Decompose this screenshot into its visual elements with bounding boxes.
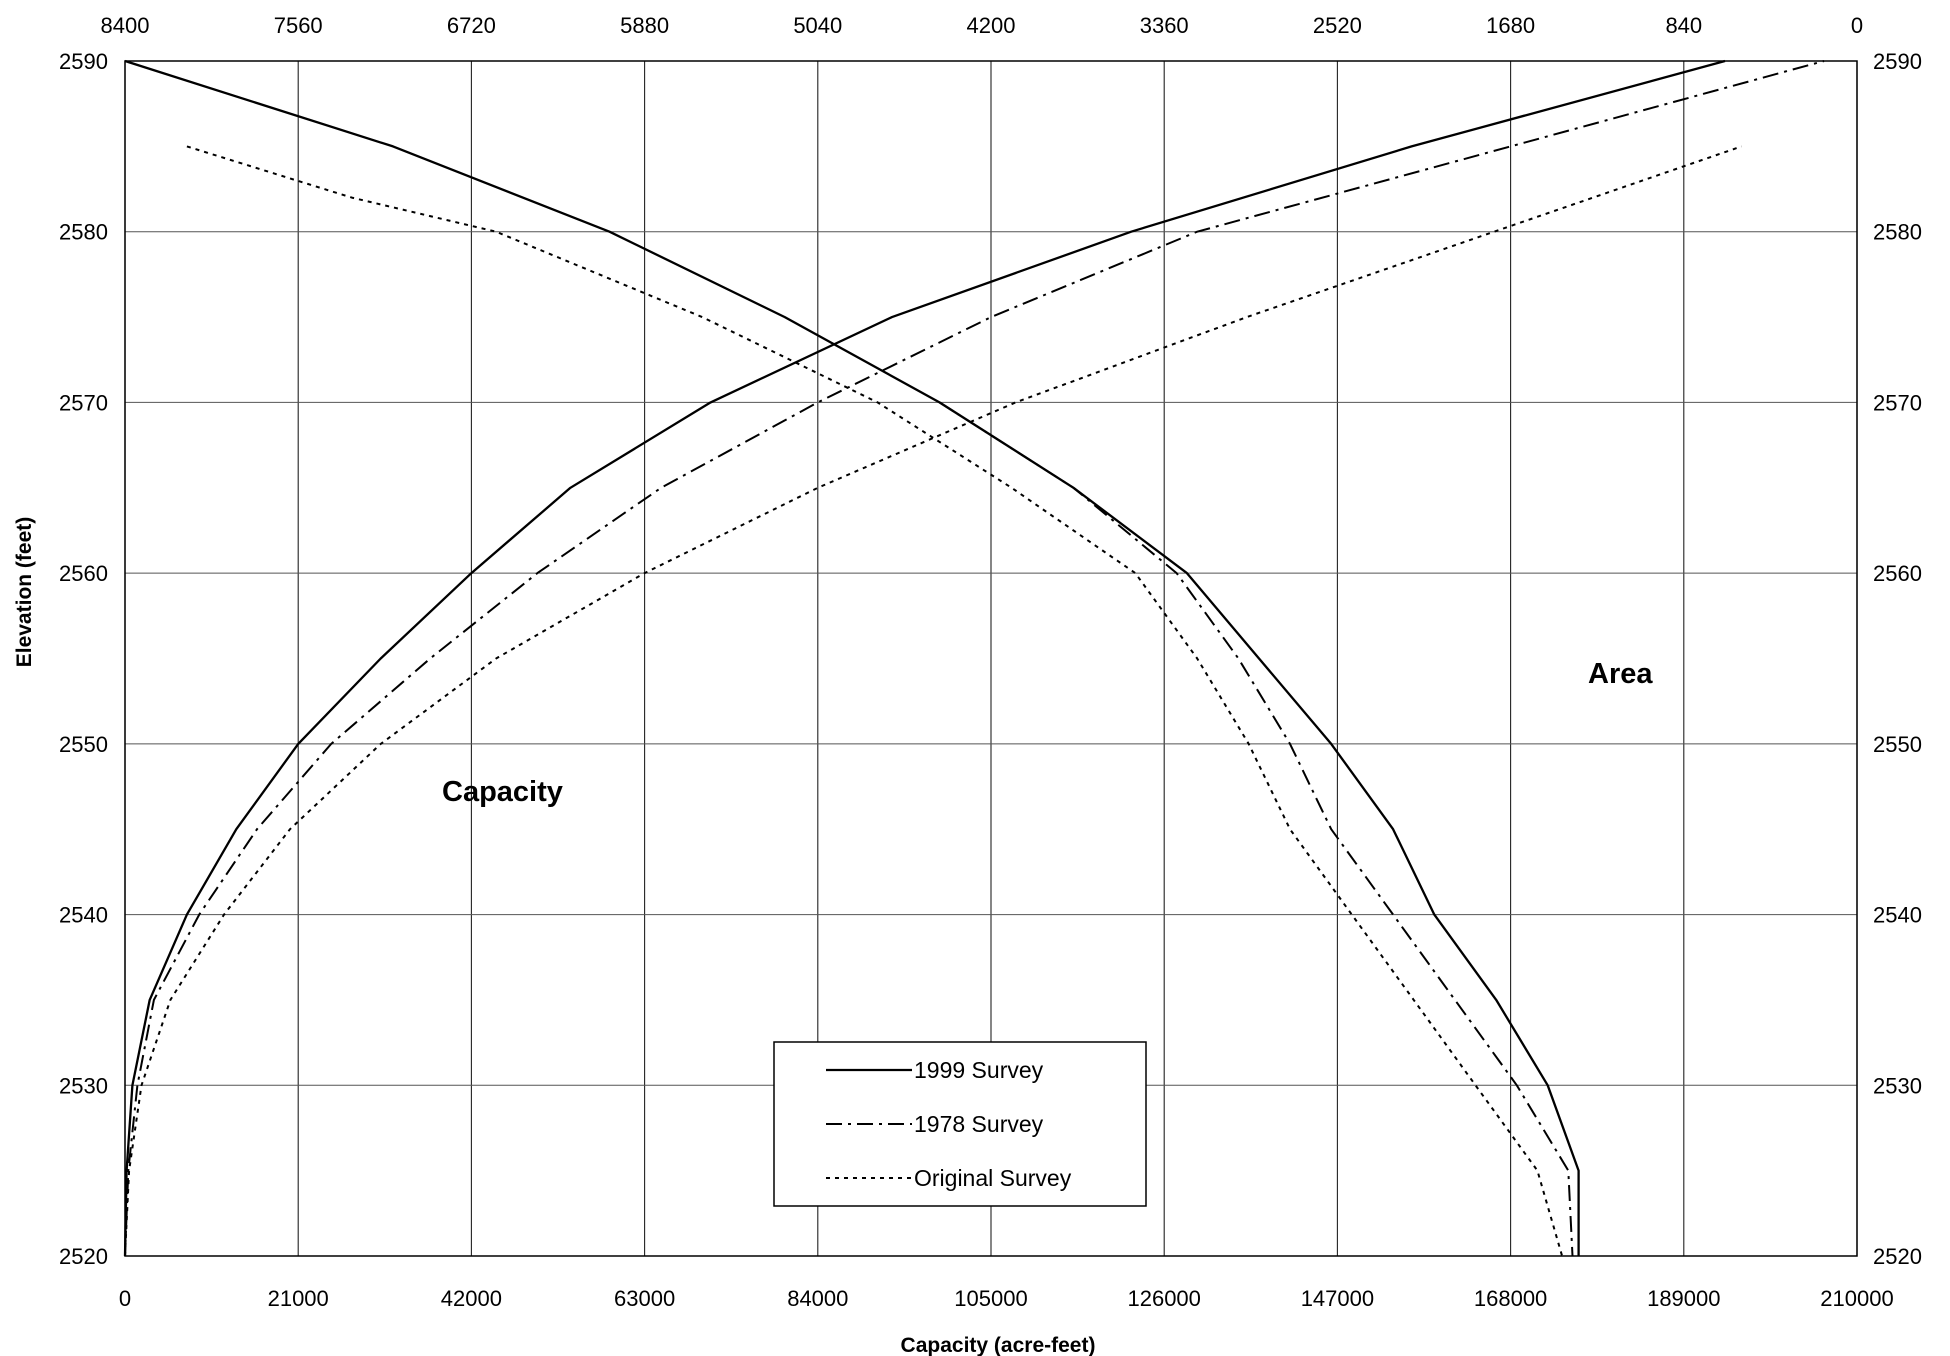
y-left-tick-label-2: 2540 — [59, 903, 108, 928]
y-axis-title: Elevation (feet) — [13, 517, 36, 668]
x-top-tick-label-8: 1680 — [1486, 13, 1535, 38]
capacity-line-1999-survey — [123, 59, 1726, 1257]
x-bottom-tick-label-6: 126000 — [1127, 1286, 1200, 1311]
area-annotation: Area — [1588, 658, 1653, 690]
left-axis-ticks: 2520 2530 2540 2550 2560 2570 2580 2590 — [59, 49, 108, 1269]
area-line-1978-survey — [938, 401, 1574, 1257]
x-top-tick-label-10: 0 — [1851, 13, 1863, 38]
y-right-tick-label-6: 2580 — [1873, 220, 1922, 245]
y-left-tick-label-1: 2530 — [59, 1073, 108, 1098]
plot-frame — [124, 60, 1858, 1257]
x-bottom-tick-label-3: 63000 — [614, 1286, 675, 1311]
capacity-annotation: Capacity — [442, 776, 563, 808]
y-left-tick-label-5: 2570 — [59, 390, 108, 415]
legend-label-1999: 1999 Survey — [914, 1057, 1044, 1083]
y-right-tick-label-3: 2550 — [1873, 732, 1922, 757]
x-bottom-tick-label-4: 84000 — [787, 1286, 848, 1311]
x-top-tick-label-2: 6720 — [447, 13, 496, 38]
y-left-tick-label-4: 2560 — [59, 561, 108, 586]
series-lines — [123, 59, 1825, 1257]
top-axis-ticks: 8400 7560 6720 5880 5040 4200 3360 2520 1680 840 0 — [101, 13, 1864, 38]
bottom-axis-ticks: 0 21000 42000 63000 84000 105000 126000 147000 1… — [119, 1286, 1894, 1311]
x-bottom-tick-label-10: 210000 — [1820, 1286, 1893, 1311]
x-top-tick-label-3: 5880 — [620, 13, 669, 38]
y-right-tick-label-5: 2570 — [1873, 390, 1922, 415]
x-top-tick-label-5: 4200 — [967, 13, 1016, 38]
y-right-tick-label-2: 2540 — [1873, 903, 1922, 928]
x-bottom-tick-label-9: 189000 — [1647, 1286, 1720, 1311]
x-bottom-tick-label-2: 42000 — [441, 1286, 502, 1311]
x-top-tick-label-9: 840 — [1665, 13, 1702, 38]
area-line-1999-survey — [124, 59, 1580, 1256]
x-top-tick-label-1: 7560 — [274, 13, 323, 38]
y-right-tick-label-0: 2520 — [1873, 1244, 1922, 1269]
legend: 1999 Survey 1978 Survey Original Survey — [773, 1041, 1147, 1207]
area-line-original-survey — [186, 145, 1564, 1257]
y-left-tick-label-6: 2580 — [59, 220, 108, 245]
x-bottom-tick-label-5: 105000 — [954, 1286, 1027, 1311]
x-bottom-tick-label-8: 168000 — [1474, 1286, 1547, 1311]
y-left-tick-label-7: 2590 — [59, 49, 108, 74]
x-top-tick-label-6: 3360 — [1140, 13, 1189, 38]
y-right-tick-label-1: 2530 — [1873, 1073, 1922, 1098]
y-right-tick-label-7: 2590 — [1873, 49, 1922, 74]
legend-label-1978: 1978 Survey — [914, 1111, 1044, 1137]
capacity-line-original-survey — [124, 145, 1742, 1257]
right-axis-ticks: 2520 2530 2540 2550 2560 2570 2580 2590 — [1873, 49, 1922, 1269]
y-left-tick-label-0: 2520 — [59, 1244, 108, 1269]
x-top-tick-label-4: 5040 — [793, 13, 842, 38]
legend-label-original: Original Survey — [914, 1165, 1072, 1191]
x-bottom-tick-label-1: 21000 — [268, 1286, 329, 1311]
y-right-tick-label-4: 2560 — [1873, 561, 1922, 586]
x-bottom-tick-label-7: 147000 — [1301, 1286, 1374, 1311]
x-axis-title: Capacity (acre-feet) — [901, 1334, 1096, 1356]
x-bottom-tick-label-0: 0 — [119, 1286, 131, 1311]
capacity-line-1978-survey — [124, 60, 1825, 1257]
y-left-tick-label-3: 2550 — [59, 732, 108, 757]
x-top-tick-label-0: 8400 — [101, 13, 150, 38]
x-top-tick-label-7: 2520 — [1313, 13, 1362, 38]
